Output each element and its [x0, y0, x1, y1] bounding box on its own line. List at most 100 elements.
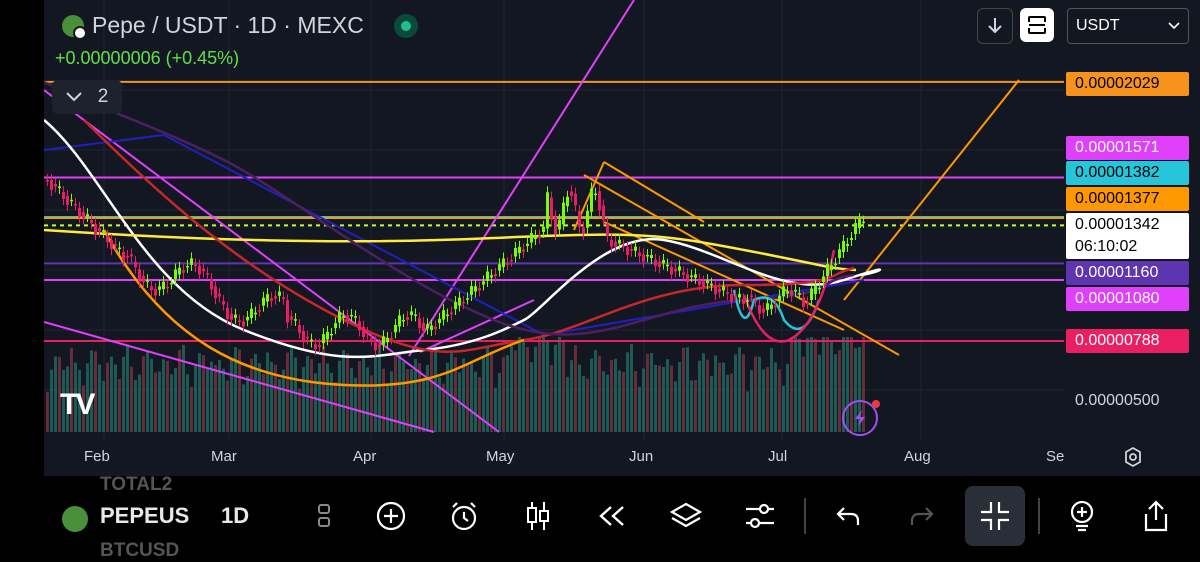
interval-button[interactable] — [294, 488, 354, 544]
watchlist-ghost-above: TOTAL2 — [100, 474, 173, 495]
candle — [634, 246, 637, 251]
candle — [582, 227, 585, 234]
trend-line — [843, 79, 1020, 301]
volume-bar — [554, 344, 557, 432]
candle — [206, 273, 209, 275]
volume-bar — [690, 380, 693, 432]
lightning-icon[interactable] — [842, 400, 880, 436]
candle — [254, 312, 257, 315]
download-button[interactable] — [977, 8, 1013, 44]
volume-bar — [150, 358, 153, 432]
volume-bar — [566, 376, 569, 432]
chart-type-button[interactable] — [508, 488, 568, 544]
candle — [814, 286, 817, 294]
volume-bar — [474, 371, 477, 432]
candle — [570, 191, 573, 196]
volume-bar — [602, 371, 605, 432]
candle — [166, 286, 169, 289]
candle — [578, 211, 581, 227]
volume-bar — [386, 383, 389, 432]
candle — [406, 317, 409, 320]
candle — [826, 264, 829, 276]
volume-bar — [86, 363, 89, 432]
candle — [758, 305, 761, 314]
chevron-down-icon — [65, 86, 82, 108]
volume-bar — [222, 368, 225, 432]
candle — [694, 274, 697, 278]
candle — [238, 320, 241, 322]
price-label: 0.00000788 — [1066, 329, 1189, 353]
price-label: 06:10:02 — [1066, 235, 1189, 259]
chart-settings-button[interactable] — [1116, 440, 1150, 474]
time-axis[interactable] — [44, 440, 1064, 476]
volume-bar — [814, 338, 817, 432]
time-label-sep: Se — [1046, 448, 1065, 465]
volume-bar — [590, 358, 593, 432]
volume-bar — [582, 376, 585, 432]
fullscreen-button[interactable] — [1020, 8, 1054, 42]
trend-line — [419, 299, 535, 353]
candle — [654, 259, 657, 266]
indicators-toggle-button[interactable]: 2 — [52, 80, 122, 114]
volume-bar — [350, 367, 353, 432]
candle — [442, 310, 445, 320]
volume-bar — [370, 375, 373, 432]
candle — [746, 300, 749, 302]
candle — [606, 223, 609, 236]
volume-bar — [410, 369, 413, 432]
volume-bar — [534, 346, 537, 432]
candle — [534, 235, 537, 239]
candle — [554, 216, 557, 235]
symbol-button[interactable]: PEPEUS — [100, 503, 190, 528]
add-indicator-button[interactable] — [361, 488, 421, 544]
time-label-feb: Feb — [84, 448, 110, 465]
candle — [738, 293, 741, 298]
settings-button[interactable] — [730, 488, 790, 544]
share-button[interactable] — [1126, 488, 1186, 544]
market-status-icon — [393, 13, 418, 38]
chart-canvas[interactable] — [44, 0, 1064, 476]
volume-bar — [850, 337, 853, 432]
undo-button[interactable] — [818, 488, 878, 544]
candle — [466, 298, 469, 300]
volume-bar — [162, 359, 165, 432]
symbol-header[interactable]: Pepe / USDT · 1D · MEXC — [62, 12, 418, 40]
volume-bar — [550, 365, 553, 432]
volume-bar — [182, 344, 185, 432]
volume-bar — [378, 344, 381, 432]
ideas-button[interactable] — [1052, 488, 1112, 544]
volume-bar — [178, 350, 181, 432]
collapse-button[interactable] — [965, 486, 1025, 546]
candle — [154, 288, 157, 296]
currency-select[interactable]: USDT — [1067, 8, 1189, 44]
candle — [218, 293, 221, 297]
timeframe-button[interactable]: 1D — [221, 503, 250, 528]
share-icon — [1144, 500, 1168, 532]
candle — [494, 274, 497, 277]
alert-button[interactable] — [434, 488, 494, 544]
volume-bar — [722, 362, 725, 432]
candle — [318, 344, 321, 347]
volume-bar — [622, 372, 625, 432]
volume-bar — [250, 358, 253, 432]
gear-icon — [1125, 446, 1141, 468]
volume-bar — [270, 362, 273, 432]
layers-button[interactable] — [656, 488, 716, 544]
volume-bar — [394, 354, 397, 432]
candle — [858, 219, 861, 228]
candle — [862, 221, 865, 224]
volume-bar — [310, 359, 313, 432]
candle — [546, 192, 549, 229]
volume-bar — [786, 363, 789, 432]
volume-bar — [154, 372, 157, 432]
volume-bar — [346, 353, 349, 432]
volume-bar — [70, 347, 73, 432]
candle — [278, 291, 281, 296]
chart-title: Pepe / USDT · 1D · MEXC — [92, 12, 364, 38]
replay-button[interactable] — [582, 488, 642, 544]
candle — [470, 286, 473, 295]
candle — [158, 286, 161, 290]
chart-area[interactable] — [44, 0, 1064, 476]
redo-button[interactable] — [892, 488, 952, 544]
volume-bar — [770, 348, 773, 432]
